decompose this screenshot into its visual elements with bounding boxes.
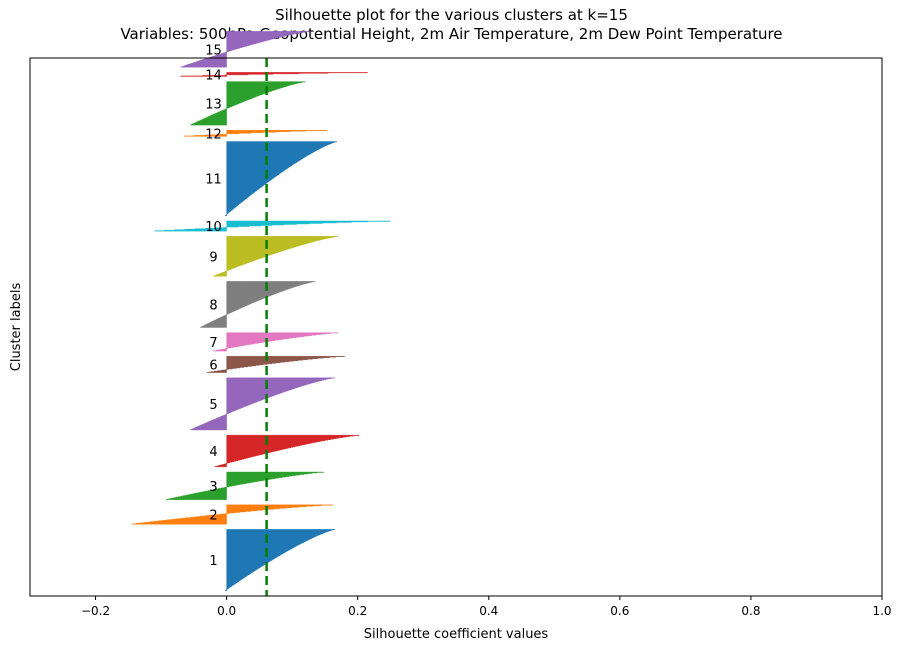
silhouette-cluster-7 [213,332,339,352]
x-tick-label: 0.4 [479,604,498,618]
cluster-label-1: 1 [209,554,217,569]
x-tick-label: 0.2 [348,604,367,618]
x-tick-label: −0.2 [81,604,110,618]
silhouette-cluster-5 [190,377,335,431]
silhouette-cluster-12 [183,130,328,137]
x-tick-label: 0.6 [610,604,629,618]
cluster-label-3: 3 [209,480,217,495]
x-tick-label: 0.0 [217,604,236,618]
chart-title-line-2: Variables: 500hPa Geopotential Height, 2… [120,25,783,43]
cluster-label-2: 2 [209,509,217,524]
cluster-label-4: 4 [209,445,217,460]
chart-title-line-1: Silhouette plot for the various clusters… [275,6,628,24]
y-axis-label: Cluster labels [9,283,24,372]
cluster-label-7: 7 [209,336,217,351]
cluster-label-12: 12 [205,127,222,142]
plot-frame [29,57,883,597]
x-axis-label: Silhouette coefficient values [364,627,549,642]
silhouette-cluster-9 [213,236,339,277]
silhouette-cluster-10 [154,220,391,232]
cluster-label-10: 10 [205,220,222,235]
silhouette-cluster-3 [166,471,324,500]
silhouette-cluster-8 [200,281,316,328]
x-axis-ticks: −0.2 0.0 0.2 0.4 0.6 0.8 1.0 [81,596,892,618]
silhouette-cluster-4 [214,434,360,468]
silhouette-cluster-14 [180,72,368,77]
x-tick-label: 1.0 [872,604,891,618]
cluster-label-6: 6 [209,358,217,373]
silhouette-cluster-13 [190,81,306,126]
cluster-label-5: 5 [209,398,217,413]
cluster-label-9: 9 [209,250,217,265]
silhouette-bars [131,31,391,592]
cluster-label-14: 14 [205,68,222,83]
cluster-label-11: 11 [205,173,222,188]
silhouette-cluster-6 [206,356,345,373]
cluster-label-8: 8 [209,298,217,313]
cluster-label-13: 13 [205,97,222,112]
x-tick-label: 0.8 [741,604,760,618]
silhouette-cluster-1 [225,529,335,592]
silhouette-cluster-11 [225,141,337,217]
silhouette-cluster-2 [131,504,333,525]
silhouette-cluster-15 [180,31,311,68]
cluster-label-15: 15 [205,43,222,58]
